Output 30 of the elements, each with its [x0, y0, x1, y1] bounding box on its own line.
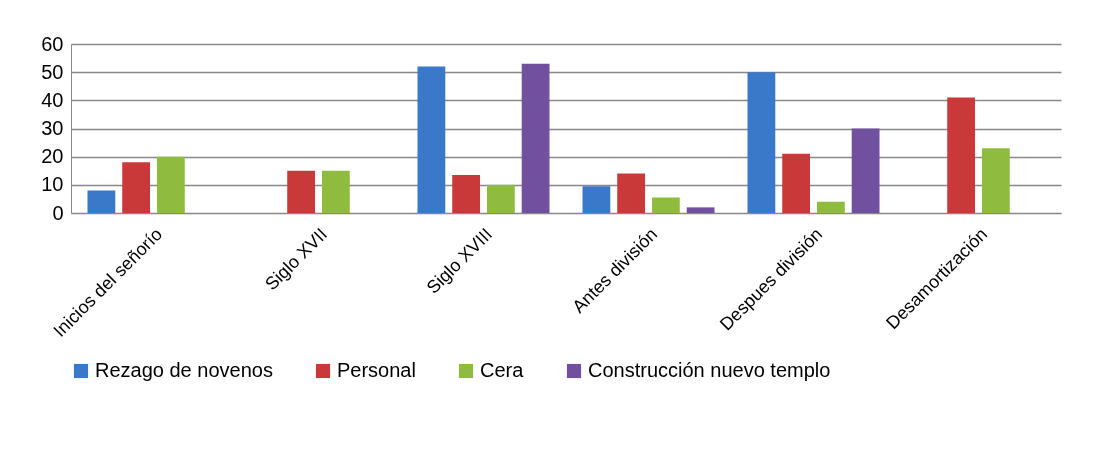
bar [782, 153, 811, 213]
bar [947, 97, 976, 213]
bar [156, 156, 185, 213]
y-tick-label: 30 [41, 117, 64, 139]
bar [816, 201, 845, 213]
legend-label: Cera [480, 359, 525, 381]
bar [747, 72, 776, 213]
bar [287, 170, 316, 213]
bar [417, 66, 446, 213]
bar [686, 207, 715, 213]
legend-label: Rezago de novenos [95, 359, 273, 381]
y-tick-label: 40 [41, 88, 64, 111]
legend-label: Personal [337, 359, 416, 381]
bar [521, 63, 550, 213]
legend-label: Construcción nuevo templo [588, 359, 831, 381]
y-tick-label: 0 [52, 201, 64, 224]
bar [851, 128, 880, 213]
bar [452, 174, 481, 213]
bar [122, 162, 151, 213]
y-tick-label: 50 [41, 60, 64, 83]
bar [582, 186, 611, 213]
y-tick-label: 10 [41, 173, 64, 196]
bar [651, 197, 680, 213]
y-tick-label: 20 [41, 145, 64, 168]
bar [617, 173, 646, 213]
bar [321, 170, 350, 213]
bar [486, 184, 515, 213]
y-tick-label: 60 [41, 32, 64, 55]
bar [87, 190, 116, 213]
bar [981, 148, 1010, 213]
